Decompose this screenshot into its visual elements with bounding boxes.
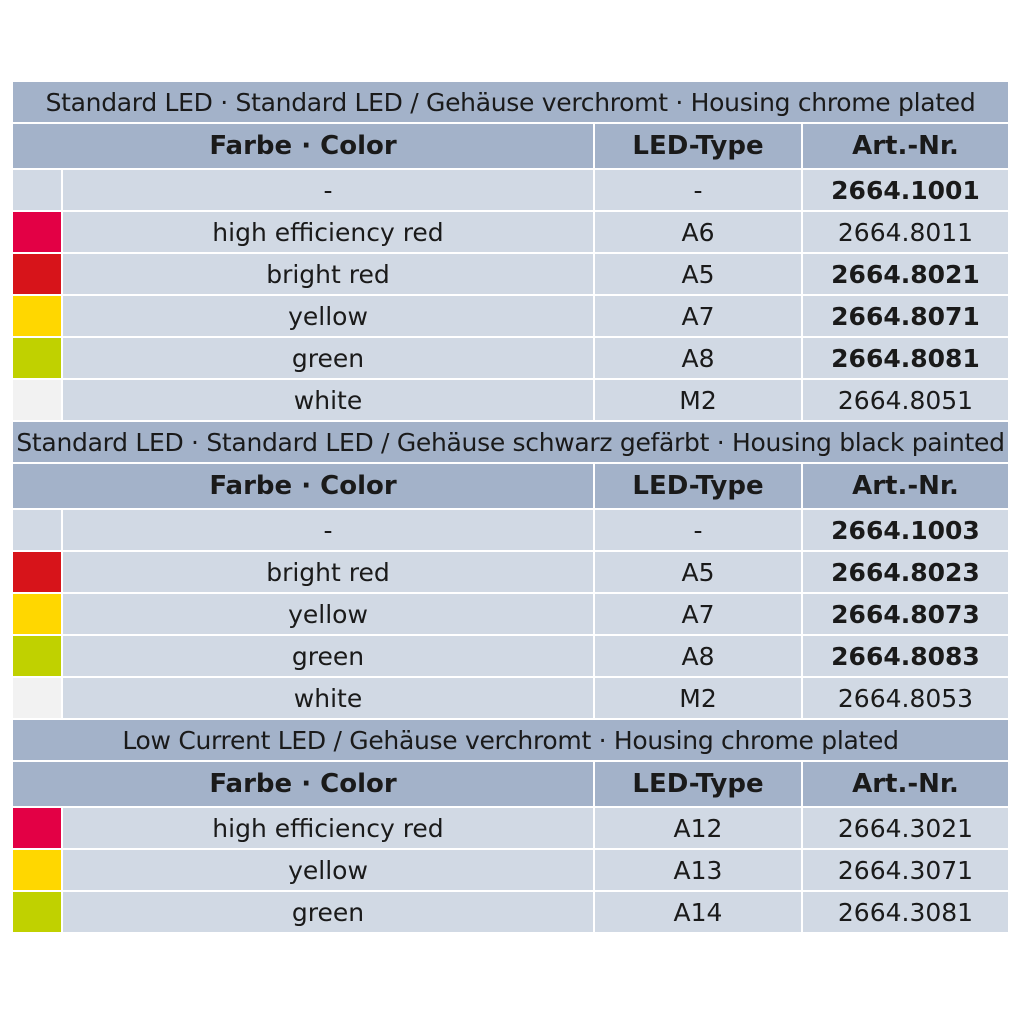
table-row: yellow A7 2664.8071 [13, 296, 1008, 336]
header-color: Farbe · Color [13, 762, 593, 806]
table-row: high efficiency red A6 2664.8011 [13, 212, 1008, 252]
section-title: Low Current LED / Gehäuse verchromt · Ho… [13, 720, 1008, 760]
color-name: yellow [63, 850, 593, 890]
color-name: bright red [63, 254, 593, 294]
table-row: green A8 2664.8083 [13, 636, 1008, 676]
color-name: yellow [63, 296, 593, 336]
article-number: 2664.8011 [803, 212, 1008, 252]
header-art-nr: Art.-Nr. [803, 464, 1008, 508]
color-name: white [63, 380, 593, 420]
led-type: M2 [595, 380, 801, 420]
table-header-row: Farbe · Color LED-Type Art.-Nr. [13, 124, 1008, 168]
article-number: 2664.8023 [803, 552, 1008, 592]
product-table-section: Standard LED · Standard LED / Gehäuse ve… [13, 82, 1008, 422]
table-row: - -2664.1003 [13, 510, 1008, 550]
color-name: high efficiency red [63, 212, 593, 252]
article-number: 2664.1001 [803, 170, 1008, 210]
color-swatch [13, 254, 61, 294]
led-type: A12 [595, 808, 801, 848]
article-number: 2664.8051 [803, 380, 1008, 420]
color-swatch [13, 850, 61, 890]
color-name: - [63, 510, 593, 550]
table-row: white M2 2664.8051 [13, 380, 1008, 420]
color-swatch [13, 594, 61, 634]
article-number: 2664.3021 [803, 808, 1008, 848]
article-number: 2664.8021 [803, 254, 1008, 294]
color-name: green [63, 892, 593, 932]
header-led-type: LED-Type [595, 762, 801, 806]
product-table-section: Standard LED · Standard LED / Gehäuse sc… [13, 422, 1008, 720]
header-art-nr: Art.-Nr. [803, 762, 1008, 806]
color-name: - [63, 170, 593, 210]
led-type: A6 [595, 212, 801, 252]
led-type: A7 [595, 296, 801, 336]
article-number: 2664.8081 [803, 338, 1008, 378]
color-name: white [63, 678, 593, 718]
section-title: Standard LED · Standard LED / Gehäuse ve… [13, 82, 1008, 122]
header-led-type: LED-Type [595, 124, 801, 168]
color-swatch [13, 808, 61, 848]
table-row: white M2 2664.8053 [13, 678, 1008, 718]
table-row: - -2664.1001 [13, 170, 1008, 210]
color-name: bright red [63, 552, 593, 592]
section-title: Standard LED · Standard LED / Gehäuse sc… [13, 422, 1008, 462]
table-header-row: Farbe · Color LED-Type Art.-Nr. [13, 464, 1008, 508]
table-row: bright red A5 2664.8023 [13, 552, 1008, 592]
table-row: yellow A13 2664.3071 [13, 850, 1008, 890]
article-number: 2664.3081 [803, 892, 1008, 932]
color-swatch [13, 212, 61, 252]
article-number: 2664.8073 [803, 594, 1008, 634]
led-type: A8 [595, 338, 801, 378]
color-swatch [13, 380, 61, 420]
color-swatch [13, 892, 61, 932]
article-number: 2664.8053 [803, 678, 1008, 718]
color-name: green [63, 636, 593, 676]
led-type: A8 [595, 636, 801, 676]
table-header-row: Farbe · Color LED-Type Art.-Nr. [13, 762, 1008, 806]
header-color: Farbe · Color [13, 124, 593, 168]
led-type: M2 [595, 678, 801, 718]
led-type: A5 [595, 254, 801, 294]
table-row: yellow A7 2664.8073 [13, 594, 1008, 634]
led-type: A14 [595, 892, 801, 932]
led-type: A13 [595, 850, 801, 890]
led-type: A7 [595, 594, 801, 634]
header-color: Farbe · Color [13, 464, 593, 508]
header-led-type: LED-Type [595, 464, 801, 508]
color-name: yellow [63, 594, 593, 634]
color-swatch [13, 296, 61, 336]
product-table-section: Low Current LED / Gehäuse verchromt · Ho… [13, 720, 1008, 934]
table-row: bright red A5 2664.8021 [13, 254, 1008, 294]
article-number: 2664.8071 [803, 296, 1008, 336]
table-row: high efficiency red A12 2664.3021 [13, 808, 1008, 848]
header-art-nr: Art.-Nr. [803, 124, 1008, 168]
led-type: - [595, 510, 801, 550]
color-swatch [13, 338, 61, 378]
table-row: green A14 2664.3081 [13, 892, 1008, 932]
color-name: high efficiency red [63, 808, 593, 848]
table-row: green A8 2664.8081 [13, 338, 1008, 378]
color-name: green [63, 338, 593, 378]
led-type: - [595, 170, 801, 210]
led-type: A5 [595, 552, 801, 592]
color-swatch [13, 170, 61, 210]
article-number: 2664.1003 [803, 510, 1008, 550]
article-number: 2664.8083 [803, 636, 1008, 676]
color-swatch [13, 678, 61, 718]
color-swatch [13, 510, 61, 550]
color-swatch [13, 552, 61, 592]
article-number: 2664.3071 [803, 850, 1008, 890]
color-swatch [13, 636, 61, 676]
